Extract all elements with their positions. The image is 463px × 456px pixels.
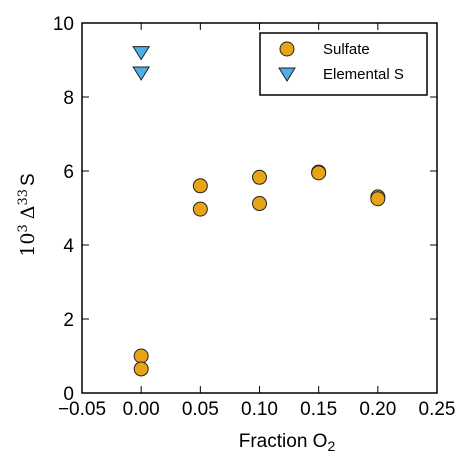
- legend-sulfate-label: Sulfate: [323, 41, 370, 58]
- x-axis-label-subscript: 2: [327, 438, 335, 454]
- sulfate-point: [252, 196, 267, 212]
- legend-elemental-s-marker: [278, 67, 296, 82]
- sulfate-point: [311, 165, 327, 181]
- y-axis-label-isotope: 33: [16, 189, 31, 206]
- y-tick-label: 6: [63, 162, 74, 183]
- elemental-s-point: [132, 46, 151, 61]
- x-tick-label: 0.10: [241, 399, 278, 420]
- y-axis-label-tail: S: [18, 173, 39, 186]
- y-axis-label: 103 Δ33 S: [16, 173, 40, 256]
- legend: Sulfate Elemental S: [259, 32, 428, 96]
- axis-ticks: −0.05 0.00 0.05 0.10 0.15 0.20 0.25 0 2 4 6 8 10: [53, 14, 456, 420]
- y-tick-label: 2: [63, 310, 74, 331]
- data-points: [132, 46, 386, 377]
- sulfate-point: [133, 348, 149, 364]
- y-tick-label: 8: [63, 88, 74, 109]
- y-tick-label: 10: [53, 14, 74, 35]
- x-tick-label: 0.20: [359, 399, 396, 420]
- x-axis-label-main: Fraction O: [239, 431, 328, 452]
- x-tick-label: 0.05: [182, 399, 219, 420]
- y-axis-label-exponent: 3: [16, 224, 31, 232]
- x-tick-label: 0.25: [419, 399, 456, 420]
- elemental-s-point: [132, 66, 151, 81]
- y-axis-label-base: 10: [17, 233, 39, 257]
- x-axis-label: Fraction O2: [239, 431, 336, 454]
- y-axis-label-delta: Δ: [17, 206, 39, 220]
- sulfate-point: [252, 169, 267, 185]
- sulfate-point: [192, 178, 208, 194]
- sulfate-point: [133, 361, 149, 377]
- y-tick-label: 4: [63, 236, 74, 257]
- y-tick-label: 0: [63, 384, 74, 405]
- x-tick-label: 0.15: [300, 399, 337, 420]
- sulfate-point: [192, 201, 208, 217]
- legend-sulfate-marker: [279, 41, 295, 57]
- x-tick-label: −0.05: [58, 399, 106, 420]
- x-tick-label: 0.00: [123, 399, 160, 420]
- sulfate-point: [370, 191, 386, 207]
- legend-elemental-s-label: Elemental S: [323, 66, 404, 83]
